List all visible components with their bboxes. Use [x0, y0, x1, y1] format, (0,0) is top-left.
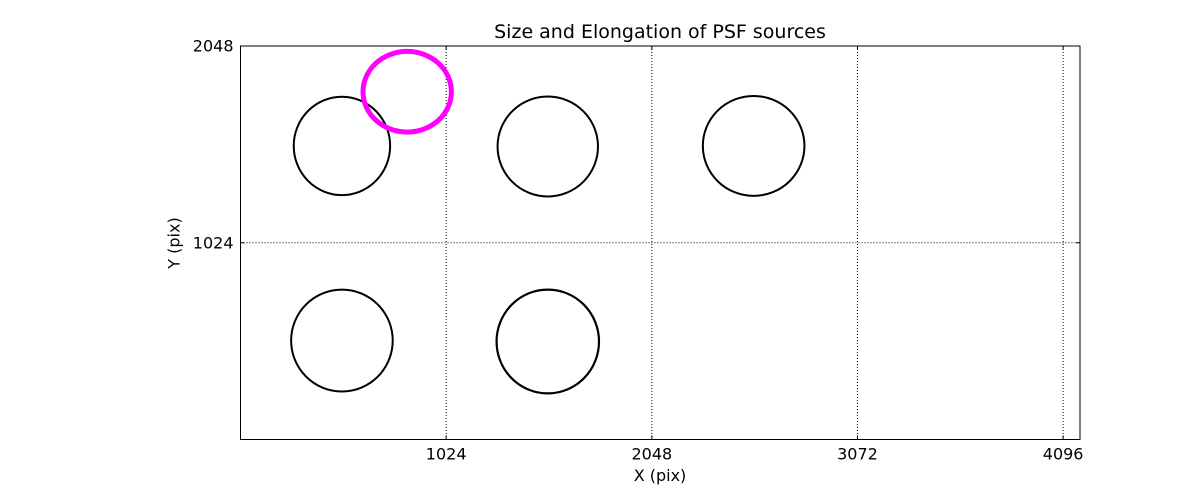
psf-ellipse: [495, 288, 601, 395]
psf-ellipse: [290, 288, 394, 393]
psf-ellipse: [292, 95, 392, 197]
psf-ellipse: [496, 95, 599, 198]
x-tick-label: 4096: [1043, 445, 1084, 464]
chart-title: Size and Elongation of PSF sources: [494, 21, 826, 43]
x-tick-label: 3072: [837, 445, 878, 464]
x-axis-label: X (pix): [633, 466, 687, 485]
y-tick-label: 2048: [193, 37, 234, 56]
y-tick-label: 1024: [193, 233, 234, 252]
x-tick-label: 2048: [631, 445, 672, 464]
psf-ellipse: [701, 94, 806, 197]
x-tick-label: 1024: [426, 445, 467, 464]
axes-frame: [240, 45, 1081, 440]
highlighted-psf-ellipse: [360, 48, 454, 135]
